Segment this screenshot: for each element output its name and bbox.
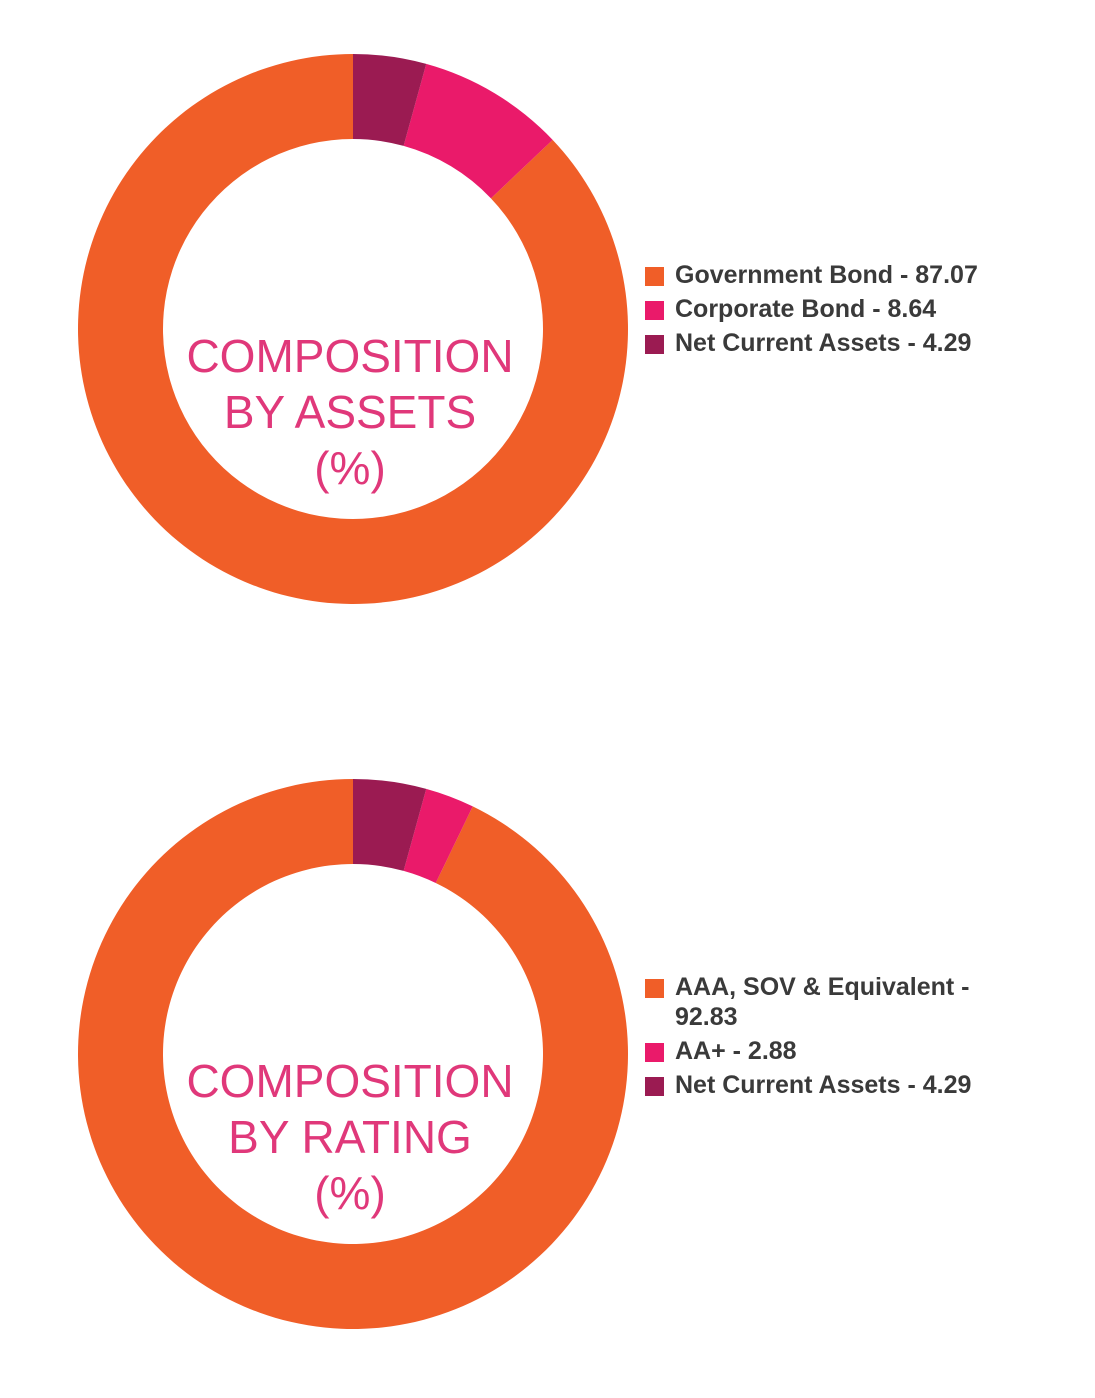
legend-rating: AAA, SOV & Equivalent - 92.83 AA+ - 2.88… [645, 972, 1025, 1104]
legend-swatch [645, 1077, 664, 1096]
legend-item: Government Bond - 87.07 [645, 260, 1025, 290]
legend-item: AA+ - 2.88 [645, 1036, 1025, 1066]
legend-swatch [645, 301, 664, 320]
center-label-line: BY RATING [228, 1111, 472, 1163]
donut-slice-net-current-assets [353, 779, 427, 871]
legend-label: Corporate Bond - 8.64 [675, 295, 937, 323]
legend-label: AAA, SOV & Equivalent - 92.83 [675, 973, 970, 1031]
legend-label: Net Current Assets - 4.29 [675, 329, 972, 357]
donut-chart-rating [78, 779, 629, 1329]
legend-label: AA+ - 2.88 [675, 1037, 797, 1065]
donut-slice-net-current-assets [353, 54, 427, 146]
donut-slice-aaa-sov-equivalent [78, 779, 629, 1329]
legend-item: Corporate Bond - 8.64 [645, 294, 1025, 324]
legend-label: Government Bond - 87.07 [675, 261, 978, 289]
chart-composition-by-rating: COMPOSITION BY RATING (%) AAA, SOV & Equ… [0, 777, 1095, 1337]
donut-center-label-rating: COMPOSITION BY RATING (%) [160, 1053, 540, 1221]
legend-swatch [645, 1043, 664, 1062]
center-label-line: BY ASSETS [223, 386, 477, 438]
donut-slice-aa [403, 788, 473, 883]
donut-slice-government-bond [78, 54, 629, 604]
legend-swatch [645, 267, 664, 286]
legend-assets: Government Bond - 87.07 Corporate Bond -… [645, 260, 1025, 362]
legend-item: Net Current Assets - 4.29 [645, 1070, 1025, 1100]
legend-swatch [645, 335, 664, 354]
donut-slice-corporate-bond [403, 63, 553, 199]
center-label-line: (%) [314, 442, 386, 494]
legend-label: Net Current Assets - 4.29 [675, 1071, 972, 1099]
donut-center-label-assets: COMPOSITION BY ASSETS (%) [160, 328, 540, 496]
center-label-line: COMPOSITION [186, 1055, 514, 1107]
legend-item: Net Current Assets - 4.29 [645, 328, 1025, 358]
chart-composition-by-assets: COMPOSITION BY ASSETS (%) Government Bon… [0, 52, 1095, 612]
center-label-line: COMPOSITION [186, 330, 514, 382]
legend-swatch [645, 979, 664, 998]
donut-chart-assets [78, 54, 629, 604]
legend-item: AAA, SOV & Equivalent - 92.83 [645, 972, 1025, 1032]
center-label-line: (%) [314, 1167, 386, 1219]
